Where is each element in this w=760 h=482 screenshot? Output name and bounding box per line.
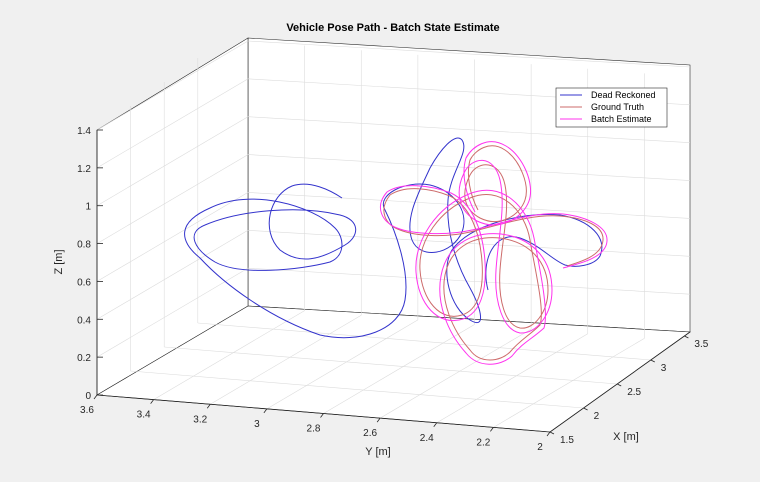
tick-label-x: 3: [661, 363, 667, 374]
tick-mark-y: [490, 427, 494, 432]
grid-z-left: [96, 78, 249, 169]
z-axis-label: Z [m]: [53, 249, 65, 274]
tick-label-z: 0.6: [77, 277, 91, 288]
grid-y-floor: [323, 324, 475, 414]
grid-x-floor: [164, 346, 618, 385]
tick-label-z: 0.8: [77, 240, 91, 251]
grid-z-back: [247, 229, 691, 257]
y-axis-label: Y [m]: [365, 446, 390, 458]
legend-entry-dead-reckoned: Dead Reckoned: [591, 90, 656, 100]
grid-y-floor: [379, 328, 532, 419]
tick-label-y: 3.4: [137, 410, 151, 421]
tick-label-y: 2.4: [420, 433, 434, 444]
tick-mark-x: [583, 407, 588, 411]
grid-z-back: [247, 116, 691, 144]
tick-mark-x: [650, 359, 655, 363]
legend-entry-batch-estimate: Batch Estimate: [591, 114, 652, 124]
tick-label-y: 3: [254, 419, 260, 430]
grid-y-floor: [210, 314, 362, 405]
tick-label-z: 1: [85, 202, 91, 213]
tick-label-z: 0.4: [77, 315, 91, 326]
grid-x-floor: [130, 370, 584, 409]
tick-mark-y: [320, 413, 324, 418]
tick-label-y: 3.2: [193, 414, 207, 425]
axis-ticks: 0 0.2 0.4 0.6 0.8 1 1.2 1.4 2 2.2 2.4 2.6 2.8 3 3.2 3.4…: [77, 126, 709, 453]
legend-entry-ground-truth: Ground Truth: [591, 102, 644, 112]
tick-mark-y: [150, 399, 154, 404]
x-axis-line: [549, 331, 691, 433]
tick-mark-y: [206, 404, 211, 409]
tick-label-y: 2.8: [307, 424, 321, 435]
tick-label-x: 2.5: [627, 387, 641, 398]
chart-title: Vehicle Pose Path - Batch State Estimate: [286, 22, 499, 34]
tick-label-z: 1.2: [77, 164, 91, 175]
tick-label-x: 2: [594, 411, 600, 422]
tick-label-y: 3.6: [80, 405, 94, 416]
tick-mark-y: [546, 431, 551, 437]
tick-label-x: 1.5: [560, 435, 574, 446]
grid-z-left: [96, 154, 249, 244]
plot-area: [184, 137, 608, 365]
grid-y-floor: [436, 333, 588, 424]
x-axis-label: X [m]: [613, 431, 639, 443]
tick-mark-x: [684, 335, 689, 339]
tick-mark-y: [376, 417, 381, 423]
tick-label-x: 3.5: [694, 339, 708, 350]
tick-label-y: 2.6: [363, 428, 377, 439]
tick-label-z: 0.2: [77, 353, 91, 364]
grid-z-left: [96, 230, 249, 320]
tick-label-y: 2.2: [476, 437, 490, 448]
grid-y-floor: [493, 338, 645, 428]
grid-z-left: [96, 267, 249, 358]
tick-mark-y: [263, 408, 268, 414]
grid-z-back: [247, 192, 691, 219]
tick-mark-x: [549, 431, 555, 435]
tick-label-y: 2: [537, 442, 543, 453]
batch-estimate-path: [379, 141, 608, 365]
grid-z-back: [247, 267, 691, 295]
grid-z-left: [96, 192, 249, 282]
grid-lines: [96, 40, 691, 428]
grid-x-floor: [197, 322, 651, 361]
tick-mark-x: [617, 383, 622, 387]
grid-z-left: [96, 116, 249, 206]
grid-y-floor: [153, 310, 305, 400]
legend: Dead Reckoned Ground Truth Batch Estimat…: [555, 87, 668, 128]
tick-label-z: 1.4: [77, 126, 91, 137]
grid-z-back: [247, 40, 691, 68]
tick-label-z: 0: [85, 391, 91, 402]
grid-z-left: [96, 40, 249, 131]
grid-y-floor: [266, 319, 419, 410]
tick-mark-y: [93, 394, 98, 400]
tick-mark-y: [433, 422, 438, 427]
